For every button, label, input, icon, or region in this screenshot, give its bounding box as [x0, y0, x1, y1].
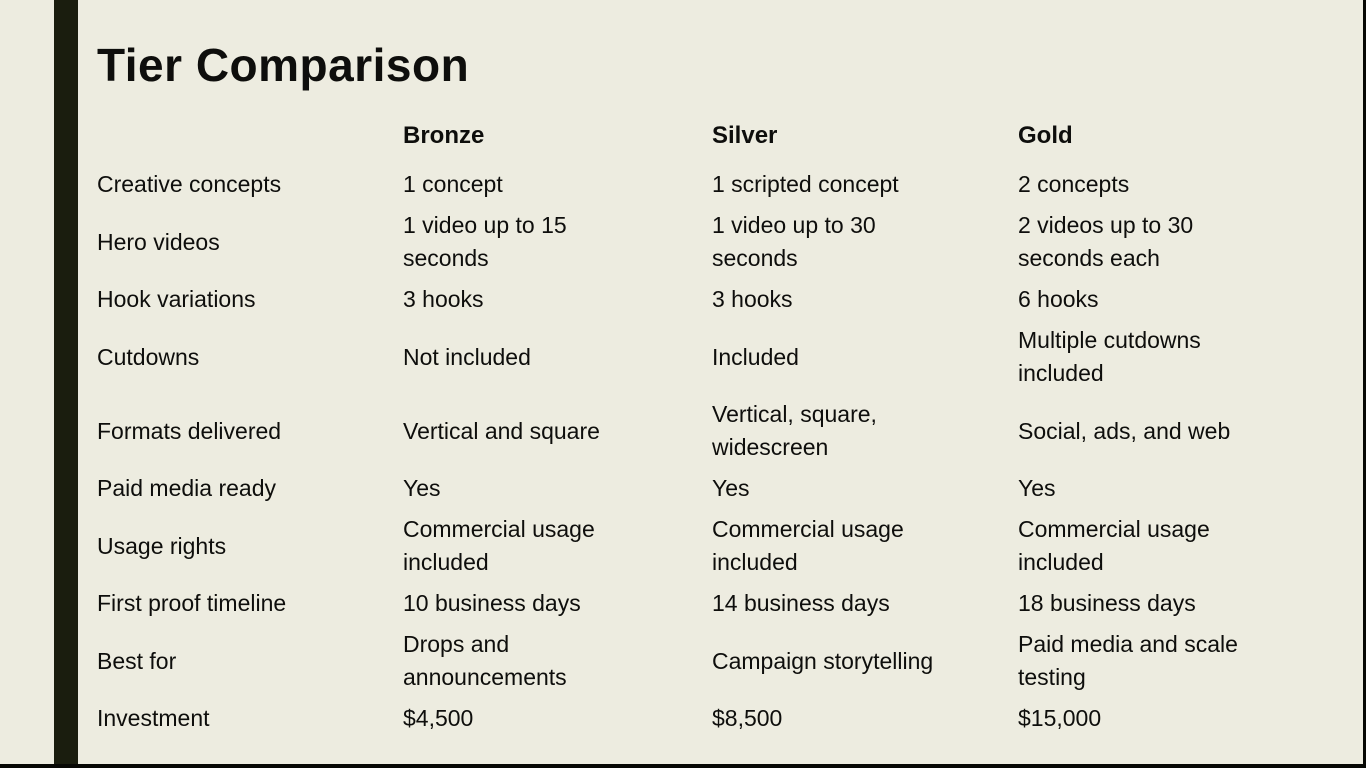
table-row: Hook variations 3 hooks 3 hooks 6 hooks [97, 279, 1340, 320]
tier-comparison-table: Bronze Silver Gold Creative concepts 1 co… [97, 111, 1340, 739]
row-label: Formats delivered [97, 417, 282, 444]
table-cell-bronze: $4,500 [403, 705, 474, 731]
left-accent-bar [54, 0, 78, 768]
table-cell-silver: Included [712, 343, 799, 370]
table-cell-bronze: 1 concept [403, 171, 503, 197]
row-label: Hero videos [97, 228, 220, 255]
column-header-bronze: Bronze [403, 122, 485, 149]
table-row: Paid media ready Yes Yes Yes [97, 468, 1340, 509]
row-label: First proof timeline [97, 590, 287, 616]
table-cell-bronze: Not included [403, 343, 531, 370]
table-cell-silver: Commercial usage included [712, 516, 904, 575]
table-cell-gold: 18 business days [1018, 590, 1196, 616]
table-cell-gold: Commercial usage included [1018, 516, 1210, 575]
slide-content: Tier Comparison Bronze Silver Gold Creat… [97, 0, 1340, 739]
table-cell-gold: Social, ads, and web [1018, 417, 1231, 444]
row-label: Usage rights [97, 532, 227, 559]
table-cell-bronze: Vertical and square [403, 417, 600, 444]
table-row: Usage rights Commercial usage included Com… [97, 509, 1340, 583]
column-header-gold: Gold [1018, 122, 1073, 149]
table-cell-silver: 1 video up to 30 seconds [712, 212, 876, 271]
table-row: Creative concepts 1 concept 1 scripted con… [97, 164, 1340, 205]
table-cell-gold: 2 videos up to 30 seconds each [1018, 212, 1194, 271]
table-cell-silver: 14 business days [712, 590, 890, 616]
table-row: First proof timeline 10 business days 14 b… [97, 583, 1340, 624]
table-cell-gold: 2 concepts [1018, 171, 1130, 197]
table-row: Investment $4,500 $8,500 $15,000 [97, 698, 1340, 739]
table-cell-bronze: 3 hooks [403, 286, 484, 312]
table-row: Cutdowns Not included Included Multiple cut… [97, 320, 1340, 394]
table-cell-silver: 1 scripted concept [712, 171, 899, 197]
header-empty-cell [97, 111, 403, 164]
table-cell-gold: Multiple cutdowns included [1018, 327, 1201, 386]
table-cell-bronze: Yes [403, 475, 441, 501]
table-cell-silver: 3 hooks [712, 286, 793, 312]
row-label: Paid media ready [97, 475, 276, 501]
row-label: Best for [97, 647, 177, 674]
row-label: Hook variations [97, 286, 256, 312]
row-label: Investment [97, 705, 210, 731]
table-cell-bronze: 1 video up to 15 seconds [403, 212, 567, 271]
row-label: Creative concepts [97, 171, 282, 197]
page-title: Tier Comparison [97, 39, 470, 91]
table-cell-bronze: Drops and announcements [403, 631, 567, 690]
table-cell-bronze: 10 business days [403, 590, 581, 616]
column-header-silver: Silver [712, 122, 778, 149]
table-row: Formats delivered Vertical and square Vert… [97, 394, 1340, 468]
table-row: Best for Drops and announcements Campaign … [97, 624, 1340, 698]
table-cell-silver: Yes [712, 475, 750, 501]
table-cell-silver: $8,500 [712, 705, 783, 731]
table-row: Hero videos 1 video up to 15 seconds 1 vid… [97, 205, 1340, 279]
table-cell-gold: 6 hooks [1018, 286, 1099, 312]
table-cell-bronze: Commercial usage included [403, 516, 595, 575]
table-cell-gold: Paid media and scale testing [1018, 631, 1238, 690]
row-label: Cutdowns [97, 343, 200, 370]
bottom-frame-edge [0, 764, 1366, 768]
table-cell-gold: Yes [1018, 475, 1056, 501]
table-cell-silver: Vertical, square, widescreen [712, 401, 877, 460]
table-cell-silver: Campaign storytelling [712, 647, 934, 674]
table-header-row: Bronze Silver Gold [97, 111, 1340, 164]
table-cell-gold: $15,000 [1018, 705, 1102, 731]
right-frame-edge [1363, 0, 1366, 768]
